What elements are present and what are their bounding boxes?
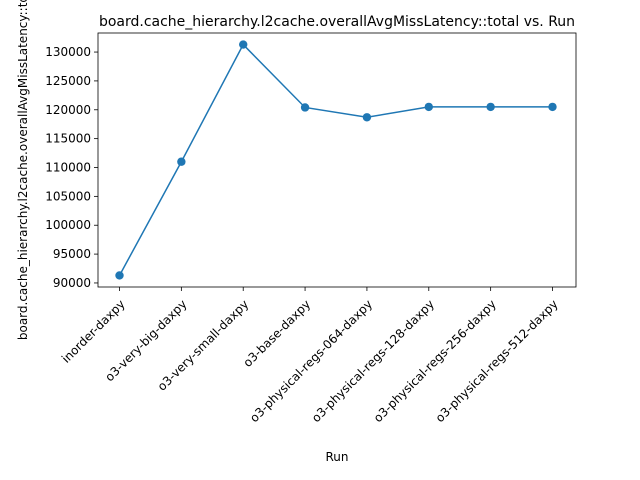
y-tick-label: 115000 (45, 132, 91, 146)
series-line (118, 43, 553, 276)
y-tick-label: 110000 (45, 161, 91, 175)
data-point (115, 271, 124, 280)
x-tick-label: o3-physical-regs-064-daxpy (247, 297, 375, 425)
x-axis-title: Run (325, 450, 348, 464)
y-axis-title: board.cache_hierarchy.l2cache.overallAvg… (16, 0, 30, 340)
data-point (424, 102, 433, 112)
data-point (177, 157, 186, 166)
y-tick-label: 105000 (45, 189, 91, 203)
x-tick-label: o3-physical-regs-128-daxpy (309, 297, 437, 425)
x-tick-label: inorder-daxpy (59, 297, 128, 366)
data-point (239, 40, 248, 49)
series-group (115, 40, 557, 280)
x-axis-ticks: inorder-daxpyo3-very-big-daxpyo3-very-sm… (59, 287, 561, 425)
y-tick-label: 95000 (53, 247, 91, 261)
y-tick-label: 90000 (53, 276, 91, 290)
chart-title: board.cache_hierarchy.l2cache.overallAvg… (99, 14, 575, 30)
y-tick-label: 100000 (45, 218, 91, 232)
data-point (548, 102, 557, 112)
data-point (362, 113, 372, 122)
y-tick-label: 120000 (45, 103, 91, 117)
y-tick-label: 130000 (45, 45, 91, 59)
y-tick-label: 125000 (45, 74, 91, 88)
plot-area (97, 32, 577, 288)
x-tick-label: o3-physical-regs-512-daxpy (433, 297, 561, 425)
y-axis-ticks: 90000 95000 100000 105000 110000 115000 120000… (45, 45, 98, 290)
data-point (486, 102, 495, 112)
data-point (300, 103, 310, 112)
x-tick-label: o3-physical-regs-256-daxpy (371, 297, 499, 425)
